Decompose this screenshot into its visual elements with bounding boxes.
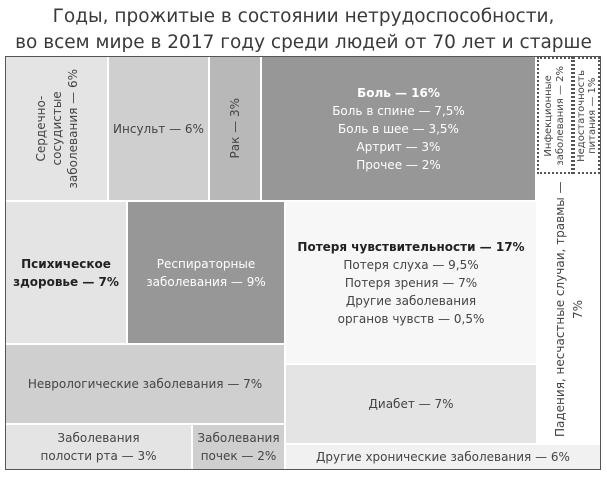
tile-pain-back: Боль в спине — 7,5% bbox=[332, 103, 465, 118]
tile-other-chronic: Другие хронические заболевания — 6% bbox=[285, 444, 601, 470]
tile-infectious-label-2: заболевания — 2% bbox=[555, 65, 566, 166]
tile-stroke-label: Инсульт — 6% bbox=[113, 121, 204, 136]
tile-sensory: Потеря чувствительности — 17% Потеря слу… bbox=[285, 201, 537, 364]
tile-neurological: Неврологические заболевания — 7% bbox=[5, 344, 285, 424]
chart-title: Годы, прожитые в состоянии нетрудоспособ… bbox=[0, 4, 607, 56]
tile-neurological-label: Неврологические заболевания — 7% bbox=[27, 377, 263, 391]
tile-nutrition-label-2: питания — 1% bbox=[586, 77, 598, 154]
tile-pain: Боль — 16% Боль в спине — 7,5% Боль в ше… bbox=[261, 56, 536, 201]
tile-pain-neck: Боль в шее — 3,5% bbox=[338, 121, 459, 136]
tile-kidney: Заболевания почек — 2% bbox=[192, 424, 285, 470]
tile-oral: Заболевания полости рта — 3% bbox=[5, 424, 192, 470]
tile-respiratory-label-2: заболевания — 9% bbox=[146, 274, 266, 289]
tile-pain-title: Боль — 16% bbox=[357, 85, 440, 100]
tile-mental-label-2: здоровье — 7% bbox=[13, 274, 119, 289]
tile-cardiovascular-label-3: заболевания — 6% bbox=[65, 68, 80, 189]
tile-nutrition: Недостаточность питания — 1% bbox=[573, 57, 600, 174]
tile-cardiovascular: Сердечно- сосудистые заболевания — 6% bbox=[5, 56, 108, 201]
tile-oral-label-1: Заболевания bbox=[57, 431, 140, 445]
tile-mental: Психическое здоровье — 7% bbox=[5, 201, 127, 344]
tile-sensory-hearing: Потеря слуха — 9,5% bbox=[343, 257, 479, 272]
tile-sensory-title: Потеря чувствительности — 17% bbox=[297, 239, 525, 254]
tile-other-chronic-label: Другие хронические заболевания — 6% bbox=[316, 450, 570, 464]
tile-oral-label-2: полости рта — 3% bbox=[40, 449, 157, 463]
title-line-2: во всем мире в 2017 году среди людей от … bbox=[15, 32, 592, 53]
tile-falls-label: Падения, несчастные случаи, травмы — 7% bbox=[553, 181, 585, 438]
tile-infectious: Инфекционные заболевания — 2% bbox=[537, 57, 573, 174]
tile-sensory-vision: Потеря зрения — 7% bbox=[344, 275, 478, 290]
tile-diabetes: Диабет — 7% bbox=[285, 364, 537, 444]
tile-kidney-label-1: Заболевания bbox=[197, 431, 280, 445]
tile-mental-label-1: Психическое bbox=[21, 256, 111, 271]
tile-cancer: Рак — 3% bbox=[209, 56, 261, 201]
tile-respiratory: Респираторные заболевания — 9% bbox=[127, 201, 285, 344]
tile-sensory-other-1: Другие заболевания bbox=[345, 293, 477, 308]
tile-pain-arthritis: Артрит — 3% bbox=[356, 139, 441, 154]
tile-pain-other: Прочее — 2% bbox=[356, 157, 441, 172]
title-line-1: Годы, прожитые в состоянии нетрудоспособ… bbox=[52, 6, 555, 27]
tile-nutrition-label-1: Недостаточность bbox=[575, 69, 587, 162]
tile-cancer-label: Рак — 3% bbox=[228, 98, 242, 159]
tile-stroke: Инсульт — 6% bbox=[108, 56, 209, 201]
tile-kidney-label-2: почек — 2% bbox=[200, 449, 277, 463]
tile-cardiovascular-label-1: Сердечно- bbox=[33, 95, 48, 162]
tile-diabetes-label: Диабет — 7% bbox=[368, 397, 454, 411]
tile-infectious-label-1: Инфекционные bbox=[543, 74, 554, 157]
tile-cardiovascular-label-2: сосудистые bbox=[49, 91, 64, 166]
tile-falls: Падения, несчастные случаи, травмы — 7% bbox=[537, 175, 601, 444]
tile-respiratory-label-1: Респираторные bbox=[156, 256, 256, 271]
tile-sensory-other-2: органов чувств — 0,5% bbox=[337, 311, 485, 326]
